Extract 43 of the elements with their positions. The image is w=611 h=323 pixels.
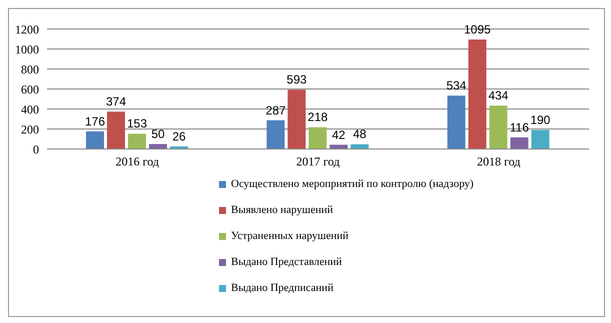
x-tick-label: 2016 год	[116, 154, 160, 169]
bar	[531, 130, 550, 149]
data-label: 48	[352, 127, 367, 142]
bar	[149, 144, 167, 149]
legend-label: Выдано Представлений	[231, 256, 342, 268]
bar	[447, 96, 466, 149]
data-label: 50	[151, 127, 165, 141]
y-tick-label: 1000	[15, 42, 39, 56]
bar	[308, 127, 327, 149]
data-label: 1095	[464, 22, 492, 36]
legend-label: Осуществлено мероприятий по контролю (надзору)	[231, 178, 474, 190]
y-tick-label: 200	[21, 122, 39, 136]
data-label: 42	[332, 128, 346, 142]
bar	[107, 112, 125, 149]
legend-label: Выявлено нарушений	[231, 204, 333, 216]
data-label: 534	[446, 78, 467, 93]
data-label: 593	[286, 72, 307, 87]
data-label: 287	[266, 103, 286, 118]
x-tick-label: 2017 год	[296, 154, 340, 169]
data-label: 153	[126, 116, 148, 131]
legend-label: Выдано Предписаний	[231, 282, 334, 294]
bar	[468, 40, 486, 149]
data-label: 374	[106, 94, 126, 109]
bar	[510, 137, 528, 149]
y-tick-label: 800	[21, 62, 39, 76]
y-tick-label: 1200	[15, 22, 39, 36]
data-label: 26	[172, 129, 186, 144]
y-tick-label: 0	[33, 142, 39, 156]
bar	[489, 106, 508, 149]
data-label: 176	[84, 114, 106, 128]
bar	[128, 134, 146, 149]
y-tick-label: 600	[21, 82, 39, 96]
data-label: 190	[530, 113, 551, 127]
data-label: 116	[510, 120, 530, 134]
bar	[86, 131, 104, 149]
y-tick-label: 400	[21, 102, 39, 116]
bar	[288, 90, 306, 149]
bar	[350, 144, 369, 149]
legend-label: Устраненных нарушений	[231, 230, 348, 242]
bar	[266, 120, 285, 149]
data-label: 434	[488, 88, 509, 103]
x-tick-label: 2018 год	[476, 154, 520, 169]
data-label: 218	[308, 110, 328, 124]
